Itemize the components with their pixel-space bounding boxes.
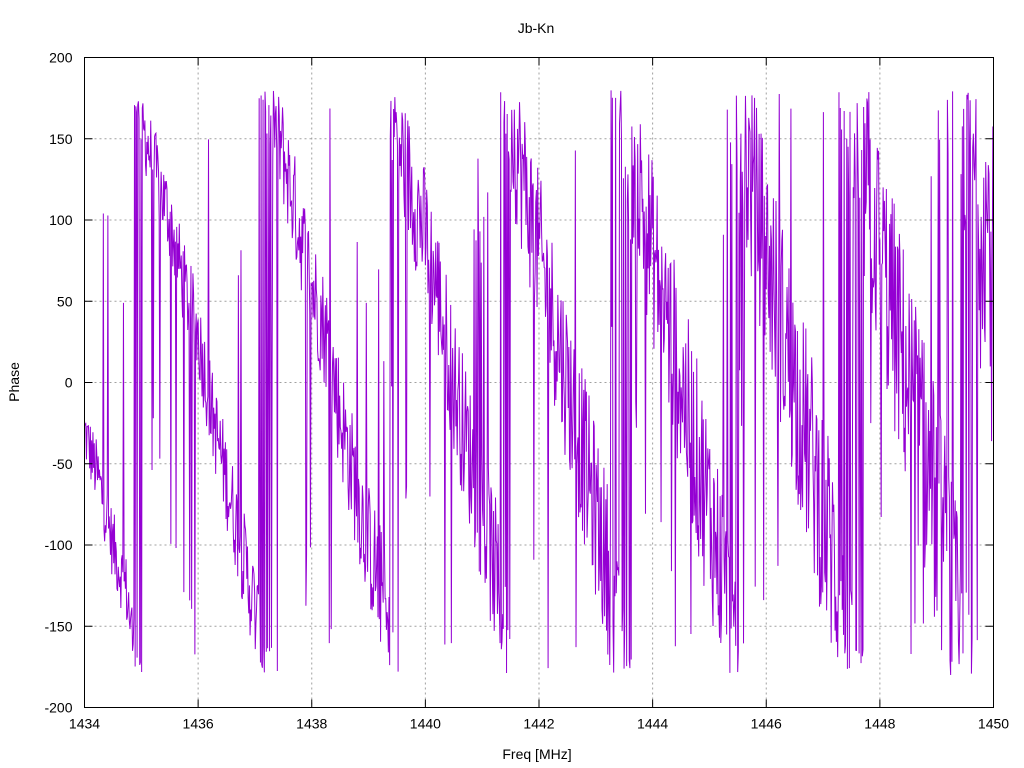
y-tick-label: 0 [65,375,73,391]
y-tick-label: -200 [44,700,72,716]
y-tick-label: 100 [49,212,73,228]
x-tick-label: 1448 [864,716,895,732]
x-tick-labels: 1434 1436 1438 1440 1442 1444 1446 1448 1450 [69,716,1009,732]
axis-ticks [84,57,994,708]
x-tick-label: 1440 [410,716,441,732]
x-tick-label: 1446 [751,716,782,732]
y-tick-label: -50 [52,456,72,472]
x-tick-label: 1436 [183,716,214,732]
y-tick-label: -150 [44,618,72,634]
x-tick-label: 1438 [296,716,327,732]
grid-lines [84,57,994,708]
x-tick-label: 1434 [69,716,100,732]
x-axis-label: Freq [MHz] [502,746,571,762]
x-tick-label: 1444 [637,716,668,732]
series-group [84,90,994,676]
y-axis-label: Phase [6,362,22,402]
y-tick-label: 150 [49,131,73,147]
y-tick-label: 50 [57,293,73,309]
y-tick-label: 200 [49,50,73,66]
chart-title: Jb-Kn [518,20,555,36]
y-tick-labels: -200 -150 -100 -50 0 50 100 150 200 [44,50,72,716]
x-tick-label: 1450 [978,716,1009,732]
y-tick-label: -100 [44,537,72,553]
phase-series-line [84,90,994,676]
x-tick-label: 1442 [523,716,554,732]
